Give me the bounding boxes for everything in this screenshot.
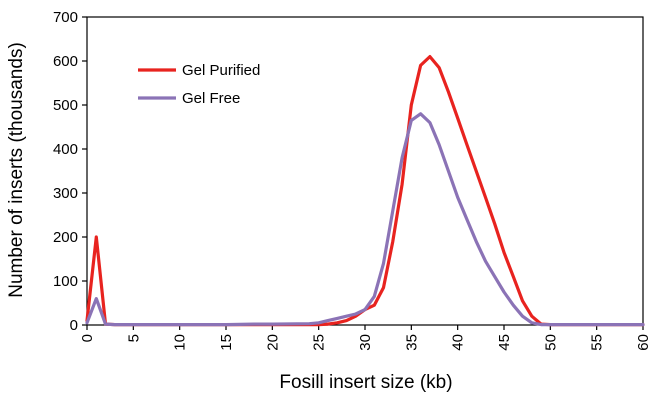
legend-label: Gel Purified: [182, 62, 260, 79]
y-tick-label: 700: [53, 9, 78, 26]
x-tick-label: 30: [357, 334, 374, 351]
plot-area: 0 100 200 300 400 500 600 700 0 5 10 15 20 25 30 35 40 45…: [53, 9, 652, 351]
x-tick-label: 45: [496, 334, 513, 351]
legend-label: Gel Free: [182, 90, 240, 107]
series-line-2: [87, 114, 643, 325]
x-tick-label: 35: [403, 334, 420, 351]
x-tick-label: 25: [311, 334, 328, 351]
x-tick-label: 40: [450, 334, 467, 351]
y-tick-label: 300: [53, 185, 78, 202]
y-tick-label: 600: [53, 53, 78, 70]
x-tick-label: 10: [172, 334, 189, 351]
y-tick-label: 0: [70, 317, 78, 334]
x-tick-label: 5: [125, 334, 142, 342]
x-axis-title: Fosill insert size (kb): [279, 372, 452, 393]
y-axis-title: Number of inserts (thousands): [6, 42, 27, 298]
plot-frame: [87, 17, 643, 325]
y-tick-label: 100: [53, 273, 78, 290]
x-tick-label: 20: [264, 334, 281, 351]
x-tick-label: 55: [589, 334, 606, 351]
x-tick-label: 0: [79, 334, 96, 342]
y-tick-label: 400: [53, 141, 78, 158]
x-tick-label: 15: [218, 334, 235, 351]
y-tick-label: 200: [53, 229, 78, 246]
x-tick-label: 60: [635, 334, 652, 351]
x-tick-label: 50: [542, 334, 559, 351]
y-tick-label: 500: [53, 97, 78, 114]
